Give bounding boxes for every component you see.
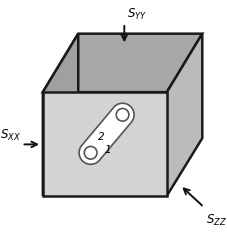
Text: $S_{ZZ}$: $S_{ZZ}$ xyxy=(205,213,226,228)
Polygon shape xyxy=(43,92,166,196)
Polygon shape xyxy=(79,103,133,164)
Circle shape xyxy=(116,108,128,121)
Polygon shape xyxy=(43,34,201,92)
Text: 2: 2 xyxy=(98,132,104,142)
Text: 1: 1 xyxy=(104,145,111,155)
Text: $S_{XX}$: $S_{XX}$ xyxy=(0,128,21,143)
Text: $S_{YY}$: $S_{YY}$ xyxy=(126,7,146,22)
Circle shape xyxy=(84,146,96,159)
Polygon shape xyxy=(43,34,78,196)
Polygon shape xyxy=(166,34,201,196)
